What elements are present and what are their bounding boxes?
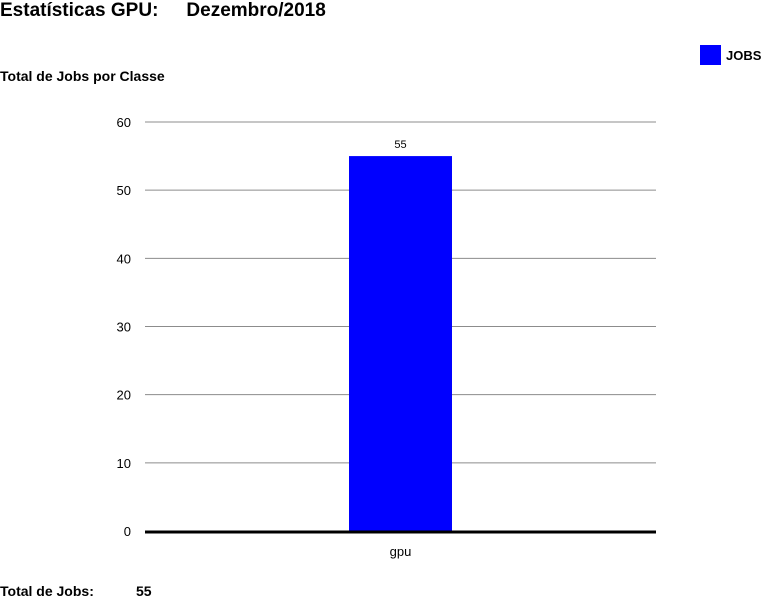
bar-gpu — [349, 156, 452, 532]
chart-subtitle: Total de Jobs por Classe — [0, 68, 165, 84]
period-text: Dezembro/2018 — [186, 0, 326, 21]
x-tick-label: gpu — [390, 544, 412, 559]
data-label: 55 — [394, 139, 406, 151]
bar-chart: 0 10 20 30 40 50 60 55 gpu — [117, 115, 656, 559]
y-tick-label: 0 — [124, 524, 131, 539]
y-tick-label: 60 — [117, 115, 131, 130]
total-jobs-value: 55 — [136, 583, 152, 599]
y-tick-label: 40 — [117, 251, 131, 266]
y-tick-label: 30 — [117, 320, 131, 335]
y-tick-label: 10 — [117, 456, 131, 471]
legend-swatch — [700, 45, 721, 65]
chart-legend: JOBS — [700, 45, 761, 65]
page-title: Estatísticas GPU: Dezembro/2018 — [0, 0, 326, 22]
total-jobs-label: Total de Jobs: — [0, 583, 94, 599]
legend-label: JOBS — [726, 47, 762, 63]
y-tick-label: 20 — [117, 388, 131, 403]
title-text: Estatísticas GPU: — [0, 0, 159, 21]
y-tick-label: 50 — [117, 183, 131, 198]
